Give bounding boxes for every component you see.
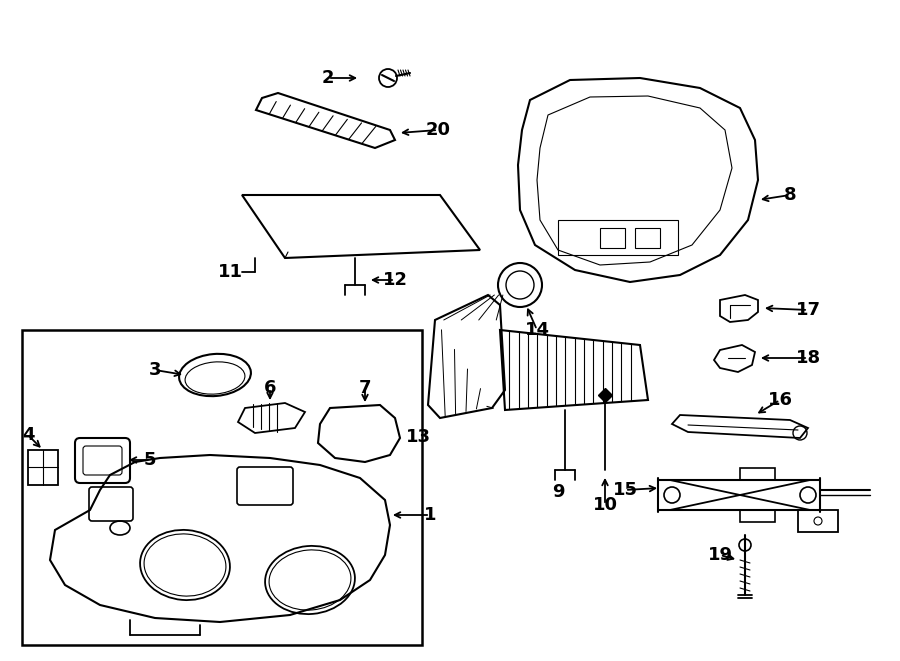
Bar <box>798 510 838 532</box>
Text: 10: 10 <box>592 496 617 514</box>
Text: 8: 8 <box>784 186 796 204</box>
Text: 14: 14 <box>525 321 550 339</box>
Bar <box>22 330 422 645</box>
Text: 16: 16 <box>768 391 793 409</box>
Bar <box>740 468 775 480</box>
Text: 4: 4 <box>22 426 34 444</box>
Text: 9: 9 <box>552 483 564 501</box>
Bar <box>558 220 678 255</box>
Text: 5: 5 <box>144 451 157 469</box>
Text: 20: 20 <box>426 121 451 139</box>
Bar <box>600 228 625 248</box>
Text: 6: 6 <box>264 379 276 397</box>
Bar <box>635 228 660 248</box>
Text: 18: 18 <box>796 349 821 367</box>
Text: 15: 15 <box>613 481 637 499</box>
Text: 3: 3 <box>148 361 161 379</box>
Text: 17: 17 <box>796 301 821 319</box>
Text: 1: 1 <box>424 506 436 524</box>
Text: 13: 13 <box>406 428 430 446</box>
Text: 11: 11 <box>218 263 242 281</box>
Text: 7: 7 <box>359 379 371 397</box>
Text: 19: 19 <box>707 546 733 564</box>
Bar <box>740 510 775 522</box>
Text: 2: 2 <box>322 69 334 87</box>
Text: 12: 12 <box>382 271 408 289</box>
